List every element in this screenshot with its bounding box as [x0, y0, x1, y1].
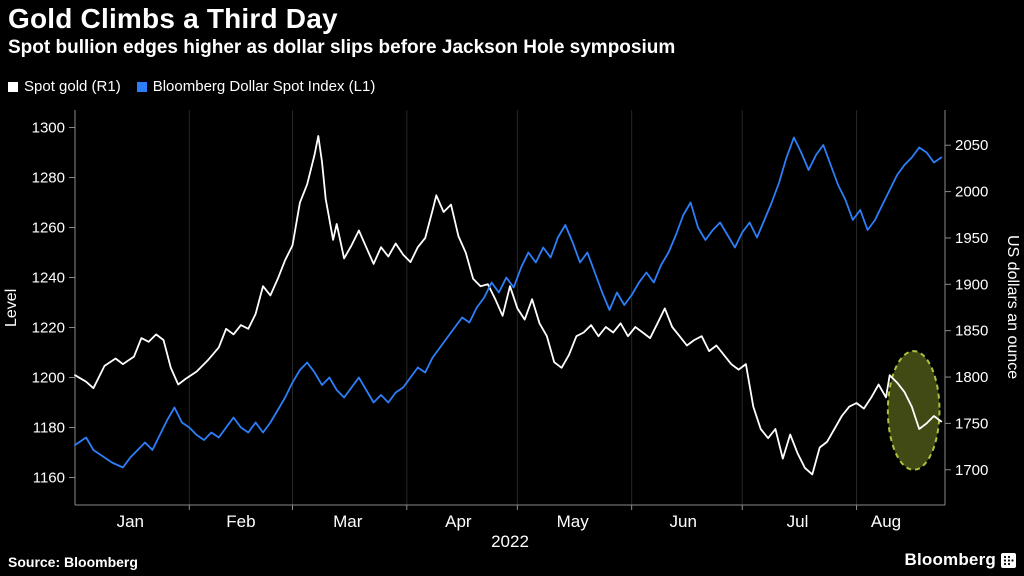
month-label: Jan: [117, 512, 144, 531]
left-axis-tick-label: 1240: [32, 270, 65, 287]
month-label: Apr: [445, 512, 472, 531]
right-axis-tick-label: 1750: [955, 415, 988, 432]
right-axis-tick-label: 1850: [955, 323, 988, 340]
bloomberg-wordmark: Bloomberg: [904, 550, 996, 569]
dollar-index-line: [74, 136, 943, 469]
source-credit: Source: Bloomberg: [8, 554, 138, 570]
left-axis-tick-label: 1160: [33, 470, 65, 487]
legend-swatch-dollar-index: [136, 81, 147, 92]
legend-swatch-gold: [8, 81, 18, 92]
right-axis-tick-label: 2000: [955, 184, 988, 201]
left-axis-tick-label: 1200: [32, 370, 65, 387]
chart-title: Gold Climbs a Third Day: [8, 3, 338, 34]
right-axis-tick-label: 1950: [955, 230, 988, 247]
left-axis-tick-label: 1220: [32, 320, 65, 337]
bloomberg-logo: Bloomberg: [904, 550, 1016, 570]
left-axis-tick-label: 1180: [33, 420, 65, 437]
month-label: Jun: [670, 512, 697, 531]
right-axis-tick-label: 1700: [955, 462, 988, 479]
month-label: Mar: [333, 512, 363, 531]
right-axis-tick-label: 1800: [955, 369, 988, 386]
left-axis-tick-label: 1260: [32, 220, 65, 237]
legend-label-dollar-index: Bloomberg Dollar Spot Index (L1): [152, 78, 376, 95]
legend-item-spot-gold: Spot gold (R1): [8, 78, 121, 95]
legend-label-spot-gold: Spot gold (R1): [24, 78, 121, 95]
legend-item-dollar-index: Bloomberg Dollar Spot Index (L1): [136, 78, 376, 95]
month-label: Aug: [871, 512, 901, 531]
left-axis-title: Level: [3, 288, 20, 327]
left-axis-tick-label: 1280: [32, 170, 65, 187]
month-label: Feb: [226, 512, 255, 531]
right-axis-tick-label: 1900: [955, 276, 988, 293]
left-axis-tick-label: 1300: [32, 120, 65, 137]
chart-subtitle: Spot bullion edges higher as dollar slip…: [8, 37, 676, 58]
chart-legend: Spot gold (R1) Bloomberg Dollar Spot Ind…: [8, 78, 375, 95]
month-label: May: [557, 512, 590, 531]
bloomberg-logo-icon: [1001, 552, 1016, 568]
spot-gold-line: [74, 135, 943, 476]
month-label: Jul: [787, 512, 809, 531]
right-axis-title: US dollars an ounce: [1004, 235, 1021, 380]
right-axis-tick-label: 2050: [955, 137, 988, 154]
x-axis-year-label: 2022: [491, 532, 529, 551]
